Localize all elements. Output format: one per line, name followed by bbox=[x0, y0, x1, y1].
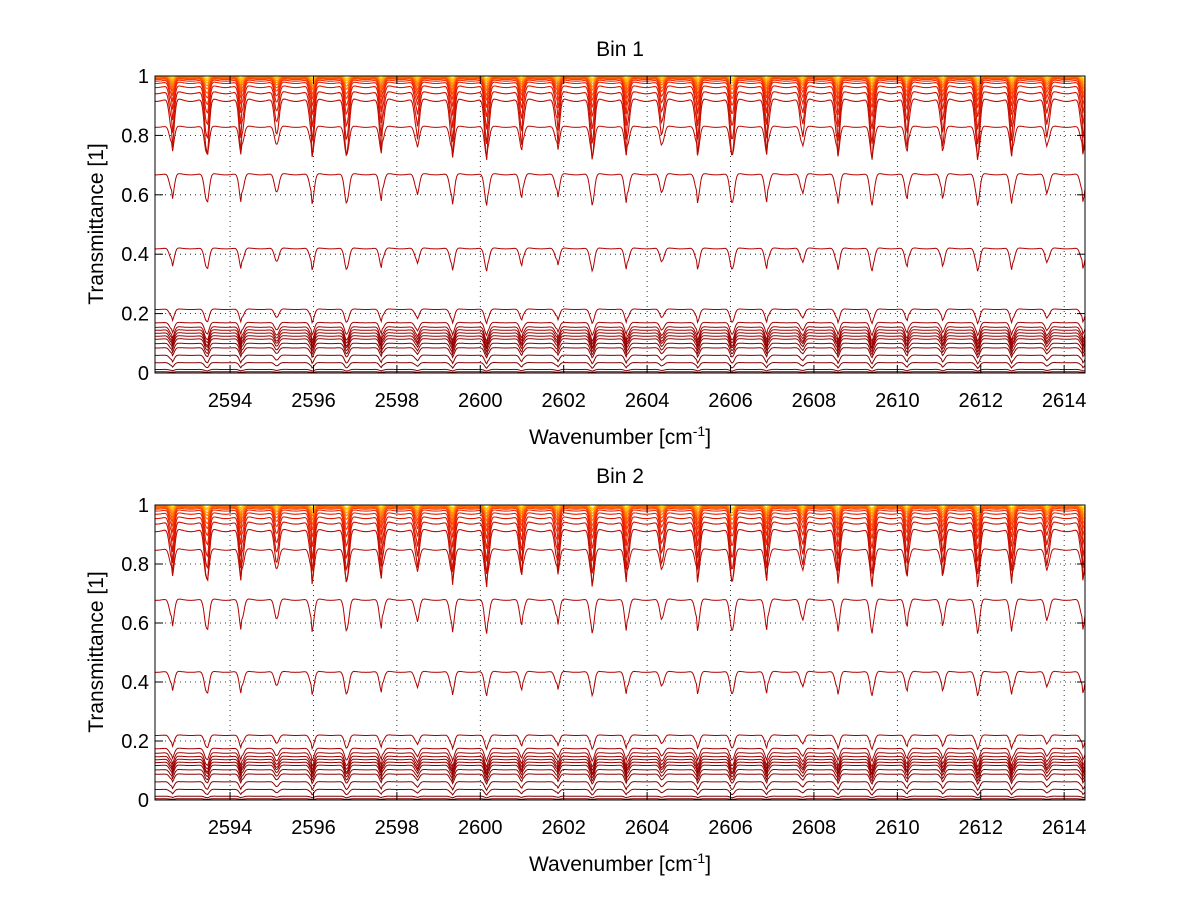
series-line bbox=[155, 85, 1086, 130]
series-line bbox=[155, 734, 1086, 751]
y-tick-label: 0.8 bbox=[121, 125, 149, 147]
series-line bbox=[155, 747, 1086, 763]
series-line bbox=[155, 347, 1086, 359]
series-line bbox=[155, 781, 1086, 792]
series-line bbox=[155, 368, 1086, 372]
series-line bbox=[155, 788, 1086, 796]
x-tick-label: 2610 bbox=[875, 817, 920, 839]
series-line bbox=[155, 505, 1086, 519]
y-tick-label: 0.4 bbox=[121, 244, 149, 266]
series-line bbox=[155, 752, 1086, 769]
y-axis-label: Transmittance [1] bbox=[85, 571, 108, 732]
x-tick-label: 2606 bbox=[708, 390, 753, 412]
x-tick-label: 2612 bbox=[958, 390, 1003, 412]
series-line bbox=[155, 173, 1086, 206]
series-line bbox=[154, 670, 1086, 698]
y-tick-label: 1 bbox=[138, 66, 149, 88]
series-line bbox=[155, 773, 1086, 786]
series-line bbox=[155, 335, 1086, 351]
axes-frame bbox=[154, 504, 1086, 801]
x-tick-label: 2596 bbox=[291, 390, 336, 412]
series-line bbox=[155, 308, 1086, 326]
y-tick-label: 0 bbox=[138, 790, 149, 812]
series-line bbox=[155, 548, 1086, 584]
x-tick-label: 2600 bbox=[458, 817, 503, 839]
x-tick-label: 2608 bbox=[792, 817, 837, 839]
y-tick-label: 1 bbox=[138, 495, 149, 517]
series-line bbox=[154, 512, 1086, 550]
series-line bbox=[155, 78, 1086, 103]
x-tick-label: 2604 bbox=[625, 390, 670, 412]
series-line bbox=[155, 795, 1086, 799]
series-line bbox=[155, 521, 1086, 575]
chart-title: Bin 1 bbox=[596, 38, 644, 61]
series-line bbox=[155, 371, 1086, 373]
series-line bbox=[155, 321, 1086, 337]
x-tick-label: 2602 bbox=[541, 390, 586, 412]
y-tick-label: 0 bbox=[138, 363, 149, 385]
x-tick-label: 2594 bbox=[208, 390, 253, 412]
x-axis-label: Wavenumber [cm-1] bbox=[529, 850, 711, 876]
series-line bbox=[155, 76, 1086, 92]
x-tick-label: 2598 bbox=[375, 390, 420, 412]
series-line bbox=[155, 329, 1086, 346]
panel-bin-1: Bin 1 2594 2596 2598 2600 2602 2604 2606 2608 26… bbox=[85, 38, 1086, 449]
y-tick-label: 0.6 bbox=[121, 613, 149, 635]
series-line bbox=[155, 79, 1086, 108]
x-tick-label: 2612 bbox=[958, 817, 1003, 839]
series-line bbox=[155, 91, 1086, 145]
series-line bbox=[155, 528, 1086, 588]
series-line bbox=[155, 758, 1086, 775]
series-line bbox=[155, 769, 1086, 783]
series-line bbox=[155, 509, 1086, 539]
x-tick-label: 2614 bbox=[1042, 817, 1087, 839]
axes-frame bbox=[154, 75, 1086, 374]
series-line bbox=[155, 77, 1086, 98]
y-tick-label: 0.2 bbox=[121, 304, 149, 326]
y-tick-label: 0.2 bbox=[121, 731, 149, 753]
x-tick-label: 2600 bbox=[458, 390, 503, 412]
series-line bbox=[155, 98, 1086, 161]
series-line bbox=[155, 755, 1086, 773]
x-tick-label: 2594 bbox=[208, 817, 253, 839]
series-line bbox=[155, 354, 1086, 365]
series-line bbox=[155, 506, 1086, 529]
plot-area: 2594 2596 2598 2600 2602 2604 2606 2608 2610 2612… bbox=[121, 66, 1086, 412]
series-line bbox=[155, 247, 1086, 273]
series-line bbox=[155, 338, 1086, 354]
y-tick-label: 0.4 bbox=[121, 672, 149, 694]
x-tick-label: 2608 bbox=[792, 390, 837, 412]
series-line bbox=[155, 798, 1086, 800]
chart-title: Bin 2 bbox=[596, 465, 644, 488]
y-tick-label: 0.8 bbox=[121, 554, 149, 576]
series-line bbox=[155, 81, 1086, 118]
series-line bbox=[155, 361, 1086, 370]
series-line bbox=[155, 76, 1086, 89]
x-tick-label: 2602 bbox=[541, 817, 586, 839]
series-line bbox=[155, 764, 1086, 780]
series-line bbox=[155, 505, 1086, 523]
series-line bbox=[155, 332, 1086, 349]
x-tick-label: 2614 bbox=[1042, 390, 1087, 412]
series-line bbox=[155, 507, 1086, 534]
series-line bbox=[155, 326, 1086, 343]
x-tick-label: 2596 bbox=[291, 817, 336, 839]
x-tick-label: 2610 bbox=[875, 390, 920, 412]
series-line bbox=[155, 761, 1086, 777]
series-line bbox=[155, 342, 1086, 357]
x-tick-label: 2598 bbox=[375, 817, 420, 839]
plot-area: 2594 2596 2598 2600 2602 2604 2606 2608 2610 2612… bbox=[121, 495, 1086, 839]
series-line bbox=[154, 598, 1086, 634]
x-tick-label: 2606 bbox=[708, 817, 753, 839]
x-tick-label: 2604 bbox=[625, 817, 670, 839]
series-line bbox=[155, 125, 1086, 159]
y-tick-label: 0.6 bbox=[121, 185, 149, 207]
panel-bin-2: Bin 2 2594 2596 2598 2600 2602 2604 2606 2608 26… bbox=[85, 465, 1086, 876]
series-line bbox=[155, 516, 1086, 562]
y-axis-label: Transmittance [1] bbox=[85, 143, 108, 304]
x-axis-label: Wavenumber [cm-1] bbox=[529, 423, 711, 449]
